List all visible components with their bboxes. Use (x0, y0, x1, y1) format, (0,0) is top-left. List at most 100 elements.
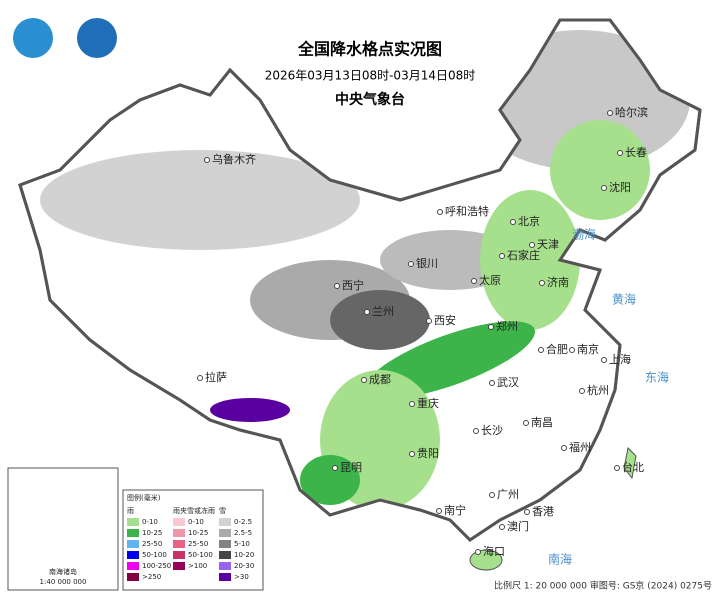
sea-label: 渤海 (572, 227, 596, 242)
city-label: 贵阳 (417, 447, 439, 460)
legend-label: 25-50 (142, 540, 162, 548)
legend-swatch (127, 551, 139, 559)
legend-swatch (127, 540, 139, 548)
legend-label: 50-100 (142, 551, 167, 559)
city-dot (361, 377, 367, 383)
legend-label: 10-25 (142, 529, 162, 537)
city-dot (437, 209, 443, 215)
city-dot (529, 242, 535, 248)
city-dot (488, 324, 494, 330)
city-dot (332, 465, 338, 471)
sea-label: 东海 (645, 370, 669, 385)
inset (7, 467, 119, 591)
city-label: 南京 (577, 342, 599, 356)
city-label: 呼和浩特 (445, 204, 489, 218)
legend-swatch (127, 529, 139, 537)
legend-label: 100-250 (142, 562, 171, 570)
legend-label: 2.5-5 (234, 529, 252, 537)
city-dot (617, 150, 623, 156)
legend-label: 25-50 (188, 540, 208, 548)
legend-label: >30 (234, 573, 249, 581)
city-label: 沈阳 (609, 180, 631, 194)
legend-swatch (127, 518, 139, 526)
legend-swatch (219, 518, 231, 526)
city-label: 兰州 (372, 305, 394, 318)
city-dot (204, 157, 210, 163)
legend-swatch (127, 562, 139, 570)
legend-swatch (219, 540, 231, 548)
title: 全国降水格点实况图 (297, 40, 442, 59)
city-label: 台北 (622, 460, 644, 474)
city-dot (561, 445, 567, 451)
city-dot (601, 185, 607, 191)
city-label: 哈尔滨 (615, 105, 648, 119)
city-label: 海口 (483, 544, 505, 558)
city-dot (426, 318, 432, 324)
legend-label: 0-10 (142, 518, 158, 526)
legend-label: >250 (142, 573, 161, 581)
legend-swatch (219, 529, 231, 537)
city-label: 太原 (479, 274, 501, 287)
legend-label: 0-10 (188, 518, 204, 526)
city-dot (601, 357, 607, 363)
legend-swatch (173, 518, 185, 526)
legend-label: 20-30 (234, 562, 254, 570)
city-label: 西宁 (342, 278, 364, 292)
legend-swatch (173, 529, 185, 537)
city-label: 合肥 (546, 342, 568, 356)
city-dot (364, 309, 370, 315)
city-label: 南昌 (531, 416, 553, 429)
city-dot (538, 347, 544, 353)
city-dot (475, 549, 481, 555)
legend-label: 0-2.5 (234, 518, 252, 526)
city-dot (569, 347, 575, 353)
city-label: 西安 (434, 313, 456, 327)
legend-column: 雨夹雪或冻雨 (173, 506, 215, 515)
legend-column: 雨 (127, 507, 134, 515)
city-label: 天津 (537, 238, 559, 251)
city-label: 南宁 (444, 503, 466, 517)
city-dot (471, 278, 477, 284)
city-dot (499, 253, 505, 259)
logos (13, 18, 117, 58)
legend-title: 图例(毫米) (127, 493, 161, 502)
legend-column: 雪 (219, 507, 226, 515)
org: 中央气象台 (335, 91, 405, 108)
legend-swatch (127, 573, 139, 581)
legend-swatch (219, 573, 231, 581)
taiwan (623, 446, 637, 480)
city-dot (409, 401, 415, 407)
footer: 比例尺 1: 20 000 000 审图号: GS京 (2024) 0275号 (494, 580, 712, 592)
period: 2026年03月13日08时-03月14日08时 (265, 69, 476, 83)
city-dot (489, 380, 495, 386)
legend-label: >100 (188, 562, 207, 570)
city-label: 长沙 (481, 424, 503, 437)
legend-swatch (173, 562, 185, 570)
city-dot (499, 524, 505, 530)
city-dot (510, 219, 516, 225)
legend-label: 10-20 (234, 551, 254, 559)
legend-swatch (219, 551, 231, 559)
city-dot (409, 451, 415, 457)
city-dot (523, 420, 529, 426)
city-label: 济南 (547, 275, 569, 289)
sea-label: 黄海 (612, 292, 636, 307)
legend-swatch (219, 562, 231, 570)
city-label: 成都 (369, 373, 391, 386)
city-dot (614, 465, 620, 471)
city-dot (197, 375, 203, 381)
inset-scale: 1:40 000 000 (40, 578, 87, 586)
city-label: 广州 (497, 488, 519, 501)
city-label: 福州 (569, 440, 591, 454)
city-dot (524, 509, 530, 515)
city-label: 上海 (609, 352, 631, 366)
city-label: 石家庄 (507, 248, 540, 262)
city-label: 澳门 (507, 519, 529, 533)
city-dot (334, 283, 340, 289)
sea-label: 南海 (548, 552, 572, 567)
inset-title: 南海诸岛 (49, 567, 77, 576)
city-label: 杭州 (587, 383, 609, 397)
legend-swatch (173, 551, 185, 559)
legend (122, 489, 264, 591)
